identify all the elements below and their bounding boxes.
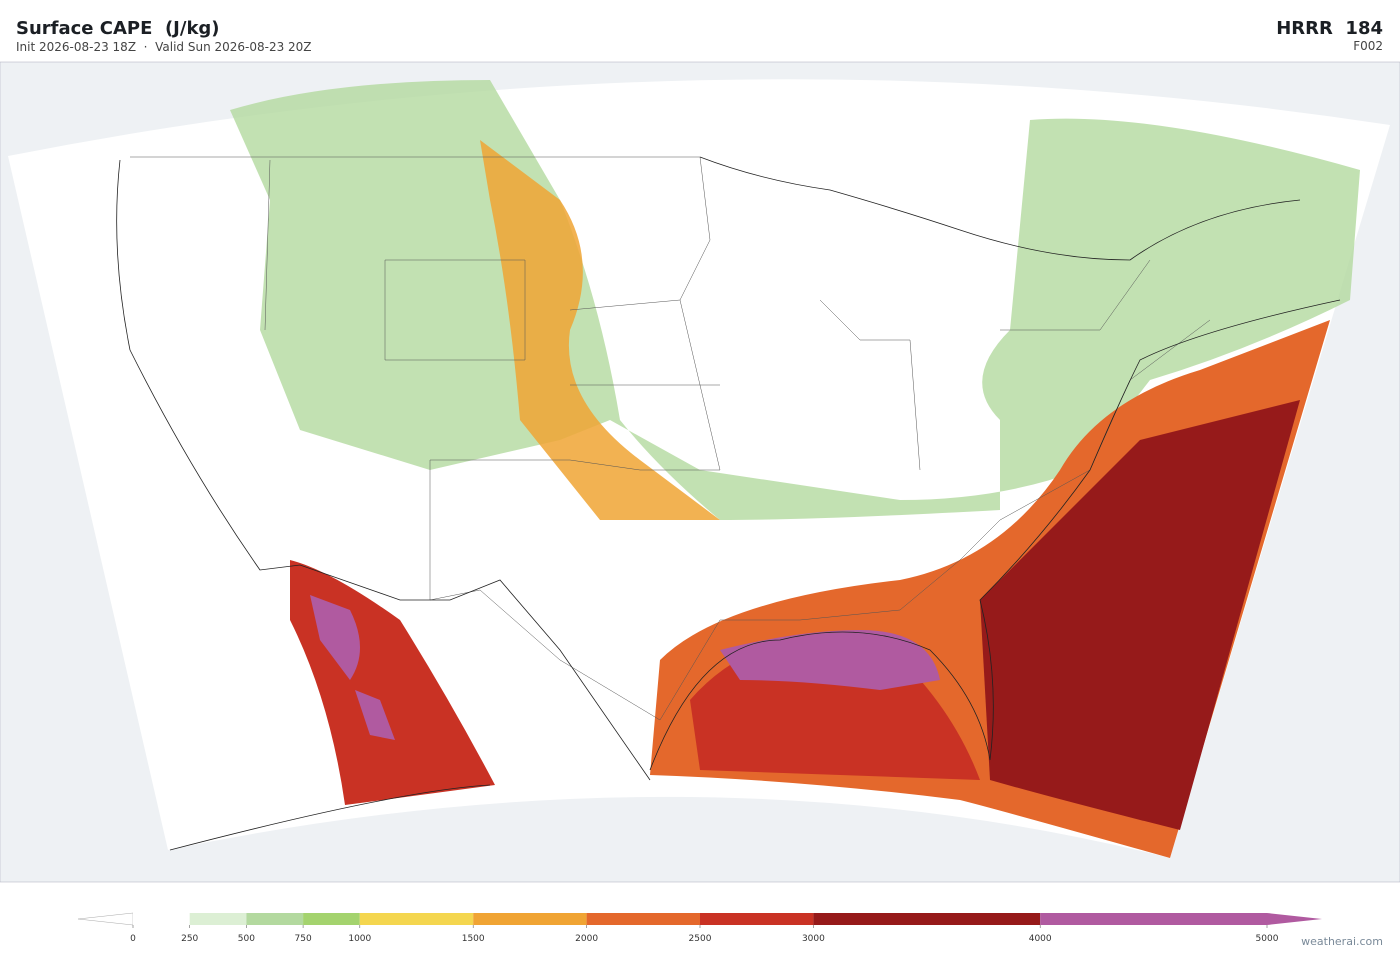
colorbar: 0 250 500 750 1000 1500 2000 2500 3000 4000 5000 bbox=[77, 912, 1322, 944]
colorbar-segment bbox=[813, 913, 1041, 925]
title: Surface CAPE (J/kg) bbox=[16, 18, 220, 39]
colorbar-segment bbox=[1040, 913, 1267, 925]
model-label: HRRR 184 bbox=[1276, 18, 1383, 39]
subtitle: Init 2026-08-23 18Z · Valid Sun 2026-08-… bbox=[16, 40, 312, 54]
colorbar-tick-label: 750 bbox=[295, 934, 312, 944]
gulf-core bbox=[720, 630, 940, 690]
watermark: weatherai.com bbox=[1301, 935, 1383, 948]
colorbar-segment bbox=[189, 913, 247, 925]
plains-band bbox=[480, 140, 720, 520]
colorbar-segment bbox=[303, 913, 360, 925]
colorbar-extension-high bbox=[1267, 913, 1322, 925]
frame-label: F002 bbox=[1353, 39, 1383, 53]
colorbar-segment bbox=[359, 913, 474, 925]
baja-core bbox=[310, 595, 395, 740]
colorbar-tick-label: 1000 bbox=[348, 934, 371, 944]
colorbar-tick-label: 2500 bbox=[689, 934, 712, 944]
colorbar-extension-low bbox=[77, 912, 134, 926]
colorbar-tick-label: 500 bbox=[238, 934, 255, 944]
colorbar-segment bbox=[586, 913, 700, 925]
colorbar-segment bbox=[246, 913, 304, 925]
colorbar-segment bbox=[133, 913, 190, 925]
colorbar-tick-label: 1500 bbox=[462, 934, 485, 944]
atlantic-core bbox=[980, 400, 1300, 830]
map bbox=[0, 61, 1400, 883]
colorbar-tick-label: 0 bbox=[130, 934, 136, 944]
colorbar-tick-label: 250 bbox=[181, 934, 198, 944]
colorbar-segment bbox=[473, 913, 587, 925]
colorbar-tick-label: 2000 bbox=[575, 934, 598, 944]
colorbar-tick-label: 3000 bbox=[802, 934, 825, 944]
colorbar-tick-label: 5000 bbox=[1256, 934, 1279, 944]
colorbar-tick-label: 4000 bbox=[1029, 934, 1052, 944]
colorbar-segment bbox=[700, 913, 814, 925]
